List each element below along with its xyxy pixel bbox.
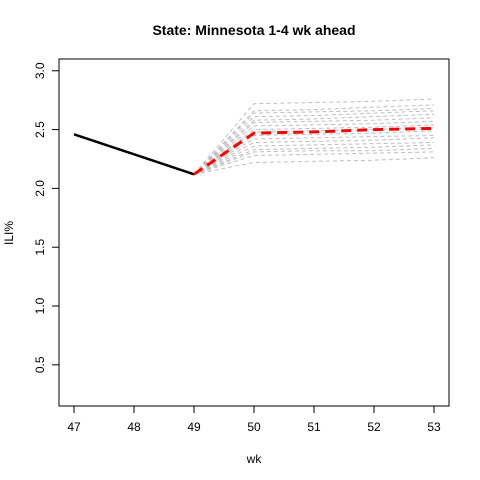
x-axis: 47 48 49 50 51 52 53 xyxy=(67,406,441,434)
x-tick-label-53: 53 xyxy=(427,420,441,434)
x-tick-label-50: 50 xyxy=(247,420,261,434)
ensemble-line-17 xyxy=(193,157,435,175)
x-tick-label-52: 52 xyxy=(367,420,381,434)
ensemble-line-16 xyxy=(193,151,435,175)
x-tick-label-51: 51 xyxy=(307,420,321,434)
y-tick-label-1.5: 1.5 xyxy=(33,239,47,256)
ensemble-line-7 xyxy=(193,120,435,175)
ensemble-line-2 xyxy=(193,104,435,175)
ensemble-line-6 xyxy=(193,117,435,175)
x-tick-label-47: 47 xyxy=(67,420,81,434)
y-axis-label: ILI% xyxy=(2,221,16,245)
ensemble-line-8 xyxy=(193,124,435,175)
observed-line xyxy=(73,133,195,176)
x-axis-label: wk xyxy=(246,452,263,466)
ensemble-line-10 xyxy=(193,130,435,175)
ensemble-line-5 xyxy=(193,113,435,175)
series-layer xyxy=(73,126,435,176)
x-tick-label-49: 49 xyxy=(187,420,201,434)
y-tick-label-0.5: 0.5 xyxy=(33,356,47,373)
y-tick-label-3.0: 3.0 xyxy=(33,62,47,79)
forecast-mean-line xyxy=(193,126,435,176)
y-tick-label-2.5: 2.5 xyxy=(33,121,47,138)
y-tick-label-1.0: 1.0 xyxy=(33,297,47,314)
y-axis: 0.5 1.0 1.5 2.0 2.5 3.0 xyxy=(33,62,59,373)
ensemble-line-4 xyxy=(193,110,435,175)
x-tick-label-48: 48 xyxy=(127,420,141,434)
ensemble-line-12 xyxy=(193,137,435,175)
y-tick-label-2.0: 2.0 xyxy=(33,180,47,197)
ensemble-line-3 xyxy=(193,107,435,175)
ensemble-layer xyxy=(193,98,435,175)
ensemble-line-14 xyxy=(193,144,435,175)
ensemble-line-11 xyxy=(193,135,435,175)
chart-title: State: Minnesota 1-4 wk ahead xyxy=(152,22,355,38)
ensemble-line-1 xyxy=(193,98,435,175)
ensemble-line-15 xyxy=(193,147,435,175)
ensemble-line-13 xyxy=(193,142,435,175)
